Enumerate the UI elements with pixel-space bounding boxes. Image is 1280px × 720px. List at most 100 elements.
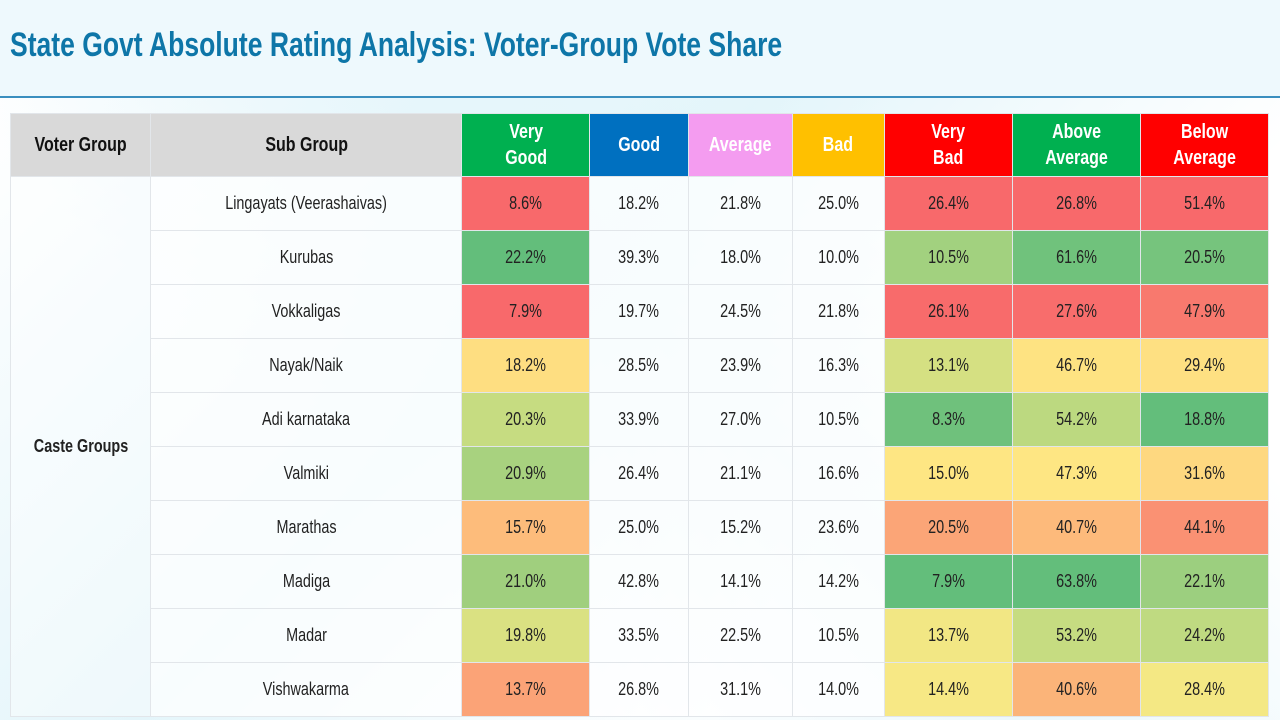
value-cell-above-average: 27.6% (1011, 284, 1141, 339)
table-row: Vishwakarma 13.7% 26.8% 31.1% 14.0% 14.4% 40.6… (11, 662, 1270, 717)
value-cell-below-average: 47.9% (1139, 284, 1270, 339)
value-cell-bad: 23.6% (791, 500, 885, 555)
sub-group-cell: Valmiki (150, 446, 463, 501)
table-body: Caste Groups Lingayats (Veerashaivas) 8.6%… (9, 176, 1270, 717)
value-cell-very-bad: 8.3% (883, 392, 1013, 447)
header-good: Good (589, 113, 689, 177)
value-cell-very-good: 20.9% (461, 446, 591, 501)
value-cell-very-good: 22.2% (461, 230, 591, 285)
value-cell-very-good: 15.7% (461, 500, 591, 555)
sub-group-cell: Vokkaligas (150, 284, 463, 339)
value-cell-average: 27.0% (687, 392, 793, 447)
value-cell-very-good: 18.2% (461, 338, 591, 393)
value-cell-average: 21.1% (687, 446, 793, 501)
table-row: Madiga 21.0% 42.8% 14.1% 14.2% 7.9% 63.8% 22.1% (11, 554, 1270, 609)
sub-group-cell: Lingayats (Veerashaivas) (150, 176, 463, 231)
value-cell-very-good: 7.9% (461, 284, 591, 339)
value-cell-very-bad: 7.9% (883, 554, 1013, 609)
header-above-average: Above Average (1011, 113, 1141, 177)
value-cell-very-good: 19.8% (461, 608, 591, 663)
value-cell-below-average: 24.2% (1139, 608, 1270, 663)
table-row: Kurubas 22.2% 39.3% 18.0% 10.0% 10.5% 61.6% 20.… (11, 230, 1270, 285)
value-cell-bad: 14.2% (791, 554, 885, 609)
value-cell-below-average: 22.1% (1139, 554, 1270, 609)
value-cell-above-average: 46.7% (1011, 338, 1141, 393)
value-cell-average: 22.5% (687, 608, 793, 663)
value-cell-below-average: 44.1% (1139, 500, 1270, 555)
value-cell-good: 33.5% (589, 608, 689, 663)
value-cell-very-good: 8.6% (461, 176, 591, 231)
value-cell-very-bad: 26.4% (883, 176, 1013, 231)
sub-group-cell: Vishwakarma (150, 662, 463, 717)
table-row: Valmiki 20.9% 26.4% 21.1% 16.6% 15.0% 47.3% 31.… (11, 446, 1270, 501)
value-cell-above-average: 61.6% (1011, 230, 1141, 285)
value-cell-above-average: 47.3% (1011, 446, 1141, 501)
table-row: Vokkaligas 7.9% 19.7% 24.5% 21.8% 26.1% 27.6% 4… (11, 284, 1270, 339)
table-row: Madar 19.8% 33.5% 22.5% 10.5% 13.7% 53.2% 24.2% (11, 608, 1270, 663)
value-cell-bad: 10.5% (791, 608, 885, 663)
value-cell-very-bad: 13.7% (883, 608, 1013, 663)
header-below-average: Below Average (1139, 113, 1270, 177)
value-cell-very-good: 20.3% (461, 392, 591, 447)
value-cell-very-good: 21.0% (461, 554, 591, 609)
value-cell-average: 24.5% (687, 284, 793, 339)
sub-group-cell: Madar (150, 608, 463, 663)
table-row: Adi karnataka 20.3% 33.9% 27.0% 10.5% 8.3% 54.… (11, 392, 1270, 447)
value-cell-below-average: 20.5% (1139, 230, 1270, 285)
value-cell-very-bad: 26.1% (883, 284, 1013, 339)
value-cell-good: 19.7% (589, 284, 689, 339)
header-sub-group: Sub Group (150, 113, 463, 177)
value-cell-very-bad: 20.5% (883, 500, 1013, 555)
value-cell-good: 42.8% (589, 554, 689, 609)
sub-group-cell: Kurubas (150, 230, 463, 285)
header-very-good: Very Good (461, 113, 591, 177)
value-cell-bad: 21.8% (791, 284, 885, 339)
value-cell-bad: 14.0% (791, 662, 885, 717)
value-cell-very-bad: 13.1% (883, 338, 1013, 393)
sub-group-cell: Adi karnataka (150, 392, 463, 447)
value-cell-below-average: 29.4% (1139, 338, 1270, 393)
table-header-row: Voter Group Sub Group Very Good Good Averag… (9, 113, 1270, 177)
value-cell-below-average: 51.4% (1139, 176, 1270, 231)
header-very-bad: Very Bad (883, 113, 1013, 177)
sub-group-cell: Nayak/Naik (150, 338, 463, 393)
value-cell-good: 28.5% (589, 338, 689, 393)
value-cell-very-bad: 15.0% (883, 446, 1013, 501)
rating-table: Voter Group Sub Group Very Good Good Averag… (9, 113, 1270, 717)
value-cell-below-average: 31.6% (1139, 446, 1270, 501)
sub-group-cell: Madiga (150, 554, 463, 609)
value-cell-good: 26.8% (589, 662, 689, 717)
value-cell-below-average: 28.4% (1139, 662, 1270, 717)
page-title: State Govt Absolute Rating Analysis: Vot… (10, 26, 783, 64)
value-cell-good: 18.2% (589, 176, 689, 231)
group-label-cell: Caste Groups (9, 176, 152, 717)
value-cell-above-average: 40.7% (1011, 500, 1141, 555)
header-bad: Bad (791, 113, 885, 177)
value-cell-above-average: 53.2% (1011, 608, 1141, 663)
value-cell-above-average: 63.8% (1011, 554, 1141, 609)
value-cell-average: 15.2% (687, 500, 793, 555)
value-cell-average: 31.1% (687, 662, 793, 717)
value-cell-very-bad: 14.4% (883, 662, 1013, 717)
table-row: Nayak/Naik 18.2% 28.5% 23.9% 16.3% 13.1% 46.7%… (11, 338, 1270, 393)
table-row: Caste Groups Lingayats (Veerashaivas) 8.6%… (9, 176, 1270, 717)
value-cell-average: 21.8% (687, 176, 793, 231)
value-cell-good: 26.4% (589, 446, 689, 501)
sub-group-cell: Marathas (150, 500, 463, 555)
value-cell-below-average: 18.8% (1139, 392, 1270, 447)
value-cell-bad: 25.0% (791, 176, 885, 231)
value-cell-bad: 16.6% (791, 446, 885, 501)
value-cell-bad: 10.0% (791, 230, 885, 285)
header-average: Average (687, 113, 793, 177)
table-row: Marathas 15.7% 25.0% 15.2% 23.6% 20.5% 40.7% 44… (11, 500, 1270, 555)
header-voter-group: Voter Group (9, 113, 152, 177)
value-cell-good: 25.0% (589, 500, 689, 555)
value-cell-very-good: 13.7% (461, 662, 591, 717)
title-bar: State Govt Absolute Rating Analysis: Vot… (0, 0, 1280, 98)
value-cell-bad: 16.3% (791, 338, 885, 393)
value-cell-average: 23.9% (687, 338, 793, 393)
value-cell-average: 18.0% (687, 230, 793, 285)
value-cell-above-average: 26.8% (1011, 176, 1141, 231)
value-cell-good: 33.9% (589, 392, 689, 447)
value-cell-above-average: 40.6% (1011, 662, 1141, 717)
